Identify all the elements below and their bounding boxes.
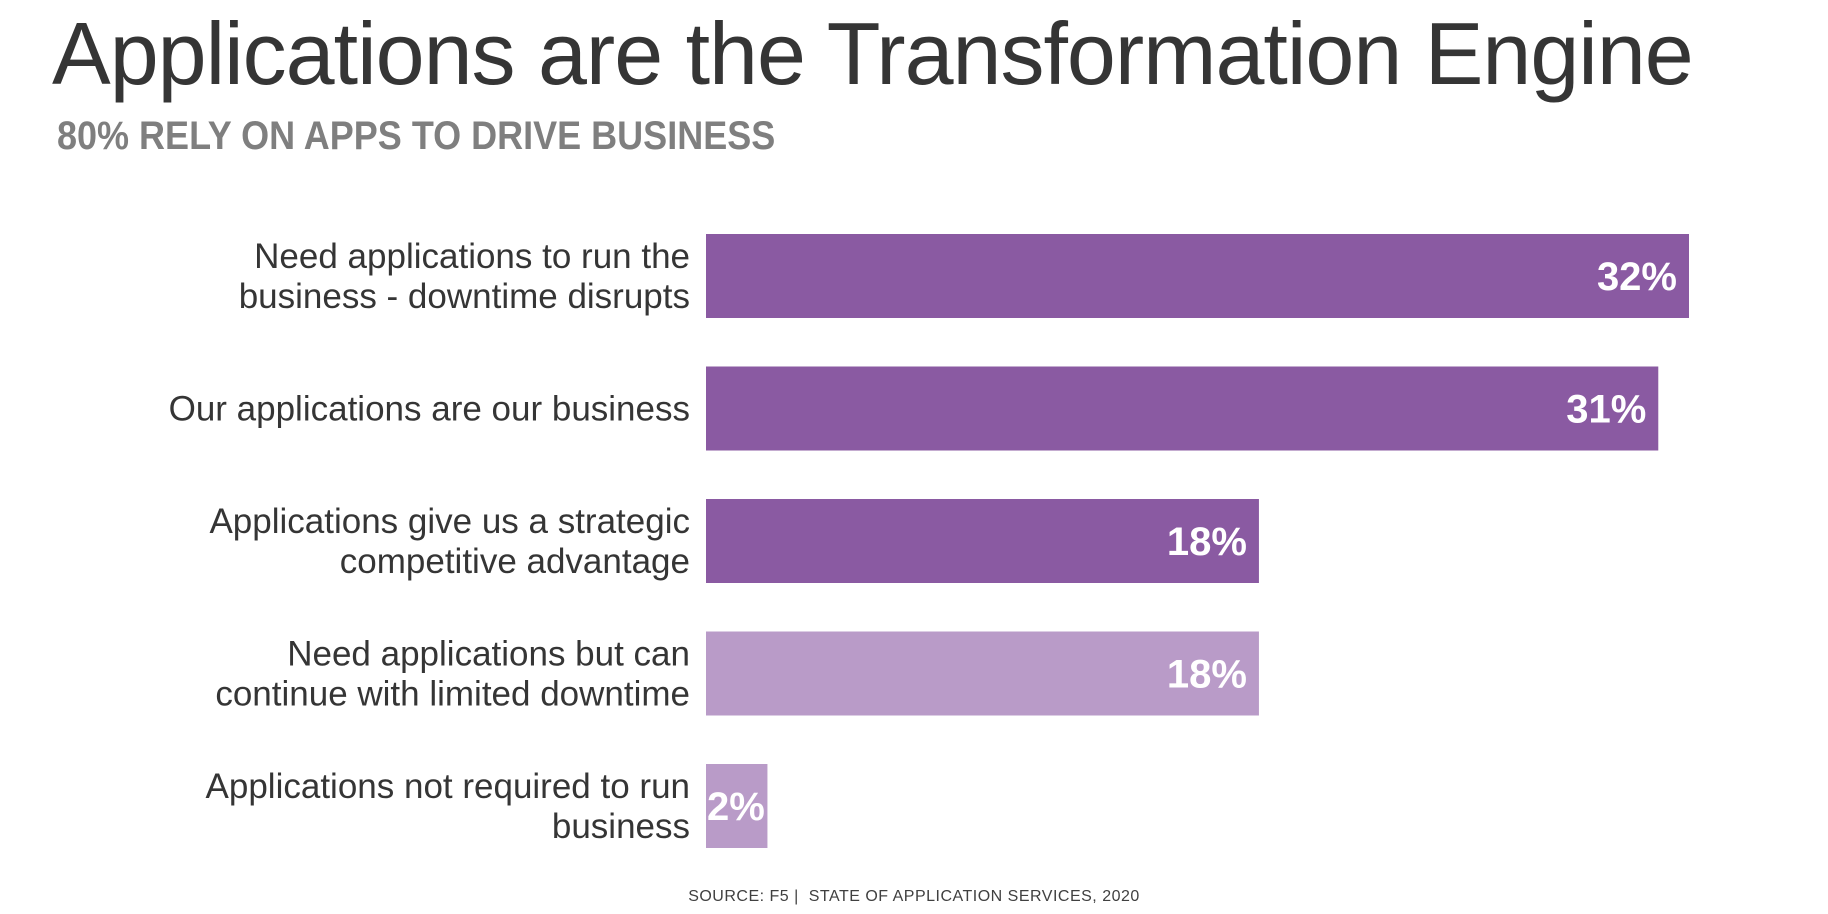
category-label-line: Need applications but can [287,635,690,674]
bars-layer: 32% Need applications to run the business … [169,234,1689,848]
bar-2 [706,366,1659,451]
source-text: STATE OF APPLICATION SERVICES, 2020 [808,888,1140,905]
category-label-line: Our applications are our business [169,390,690,429]
value-label-2: 31% [1566,388,1646,432]
category-label-5: Applications not required to run business [206,767,690,846]
value-label-1: 32% [1597,255,1677,299]
category-label-line: competitive advantage [340,542,690,581]
category-label-line: business [552,807,690,846]
category-label-3: Applications give us a strategic competit… [209,502,690,581]
category-label-line: continue with limited downtime [215,675,690,714]
value-label-5: 2% [707,785,765,829]
category-label-line: Applications give us a strategic [209,502,690,541]
value-label-3: 18% [1167,520,1247,564]
category-label-line: Applications not required to run [206,767,690,806]
category-label-1: Need applications to run the business - d… [239,237,690,316]
bar-4 [706,631,1259,716]
source-prefix: SOURCE: F5 | [688,888,799,905]
bar-5 [706,764,768,848]
category-label-4: Need applications but can continue with l… [215,635,690,714]
page-subtitle: 80% RELY ON APPS TO DRIVE BUSINESS [57,114,776,158]
bar-1 [706,234,1689,318]
source-note: SOURCE: F5 | STATE OF APPLICATION SERVIC… [0,887,1828,907]
value-label-4: 18% [1167,653,1247,697]
bar-3 [706,499,1259,583]
category-label-line: business - downtime disrupts [239,277,690,316]
category-label-line: Need applications to run the [254,237,690,276]
category-label-2: Our applications are our business [169,390,690,429]
page-title: Applications are the Transformation Engi… [52,4,1694,103]
